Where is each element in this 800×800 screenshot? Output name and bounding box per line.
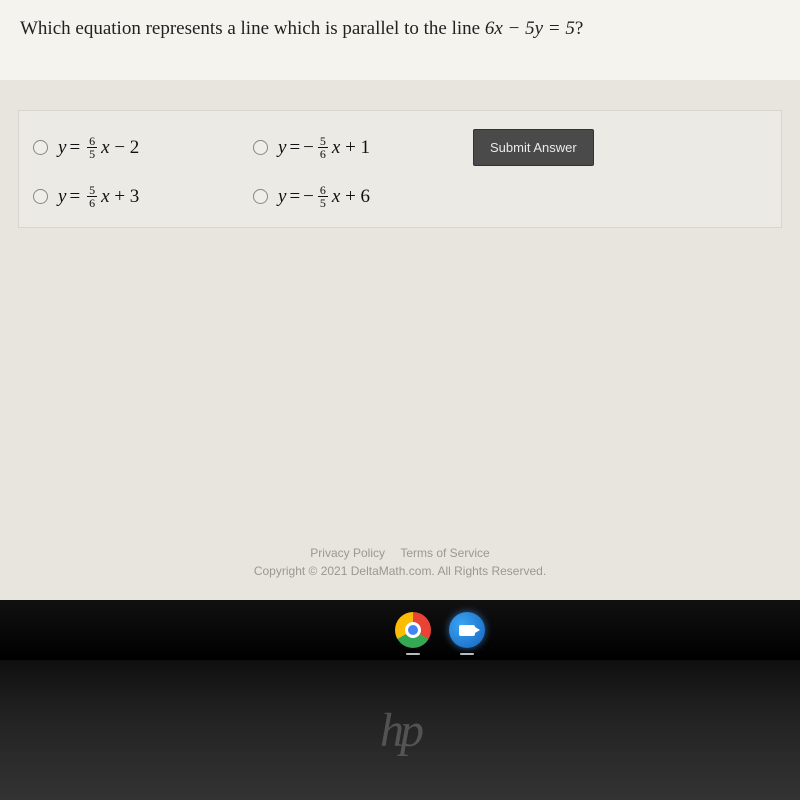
privacy-link[interactable]: Privacy Policy <box>310 546 385 560</box>
laptop-lid: hp <box>0 660 800 800</box>
option-b-equation: y = − 56 x + 1 <box>278 135 370 160</box>
question-text: Which equation represents a line which i… <box>20 18 780 40</box>
hp-logo: hp <box>380 703 420 758</box>
radio-b[interactable] <box>253 140 268 155</box>
taskbar <box>0 600 800 660</box>
option-a-equation: y = 65 x − 2 <box>58 135 139 160</box>
camera-glyph <box>459 625 475 636</box>
question-equation: 6x − 5y = 5 <box>485 18 575 39</box>
page-content: Which equation represents a line which i… <box>0 0 800 600</box>
chrome-icon[interactable] <box>395 612 431 648</box>
submit-button[interactable]: Submit Answer <box>473 129 594 166</box>
radio-d[interactable] <box>253 189 268 204</box>
video-chat-icon[interactable] <box>449 612 485 648</box>
option-b[interactable]: y = − 56 x + 1 <box>253 135 453 160</box>
tos-link[interactable]: Terms of Service <box>400 546 489 560</box>
option-d[interactable]: y = − 65 x + 6 <box>253 184 453 209</box>
option-d-equation: y = − 65 x + 6 <box>278 184 370 209</box>
radio-a[interactable] <box>33 140 48 155</box>
option-a[interactable]: y = 65 x − 2 <box>33 135 233 160</box>
question-suffix: ? <box>575 18 583 39</box>
option-c[interactable]: y = 56 x + 3 <box>33 184 233 209</box>
answers-box: y = 65 x − 2 y = − 56 x + 1 Submit Answe… <box>18 110 782 228</box>
chrome-inner <box>405 622 421 638</box>
copyright-text: Copyright © 2021 DeltaMath.com. All Righ… <box>0 564 800 578</box>
footer: Privacy Policy Terms of Service Copyrigh… <box>0 546 800 578</box>
option-c-equation: y = 56 x + 3 <box>58 184 139 209</box>
question-area: Which equation represents a line which i… <box>0 0 800 80</box>
radio-c[interactable] <box>33 189 48 204</box>
question-prefix: Which equation represents a line which i… <box>20 18 485 39</box>
